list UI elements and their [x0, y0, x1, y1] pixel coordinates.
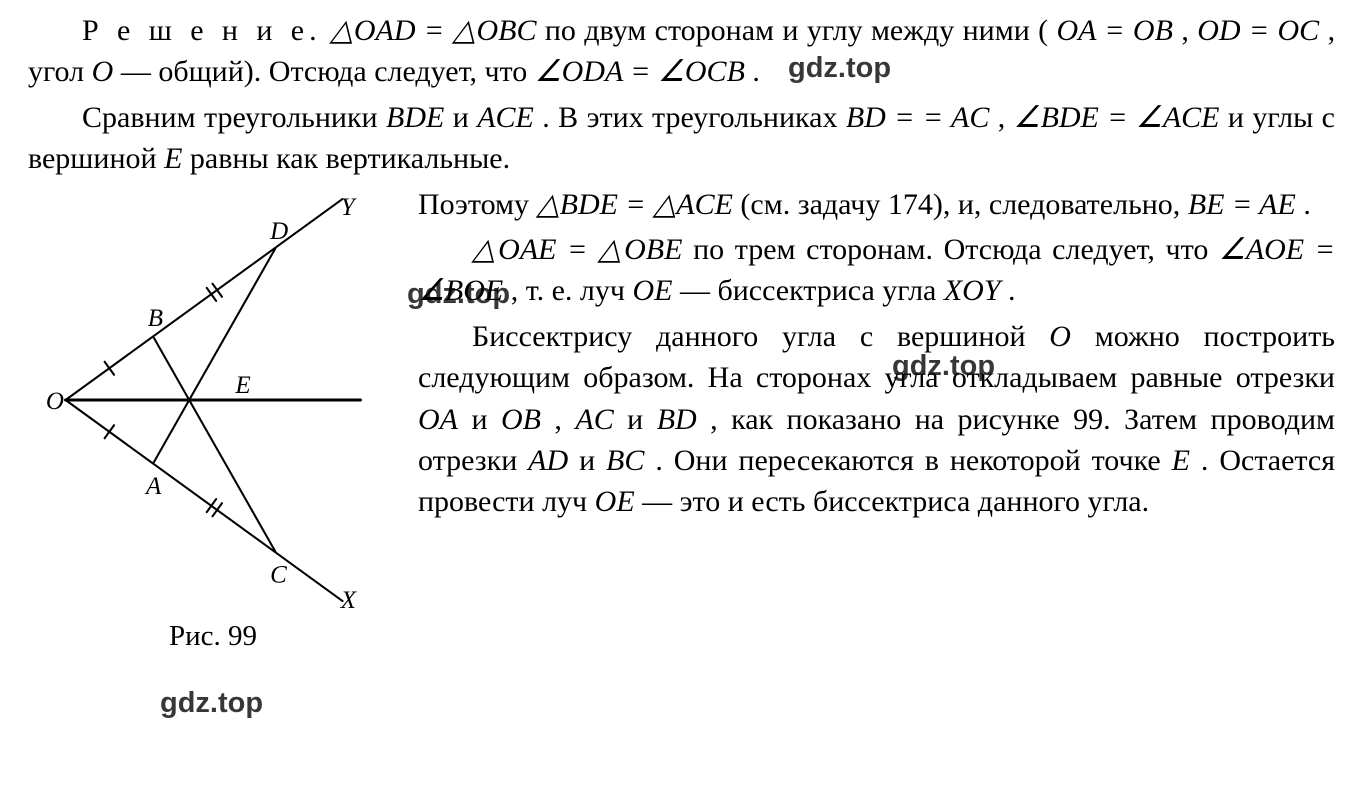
math: E: [1172, 444, 1190, 477]
math: E: [164, 142, 182, 175]
geometry-diagram: O A B C D E X Y: [28, 190, 398, 610]
text: ,: [998, 101, 1014, 134]
text: — это и есть биссектриса данного угла.: [642, 485, 1149, 518]
math: ∠ODA = ∠OCB: [535, 55, 745, 88]
text: по трем сторонам. Отсюда следует, что: [693, 233, 1219, 266]
math: OB: [501, 403, 541, 436]
text: , т. е. луч: [511, 274, 633, 307]
math: ∠BDE = ∠ACE: [1014, 101, 1220, 134]
text: и: [627, 403, 657, 436]
text: .: [1303, 188, 1311, 221]
text: . В этих треугольниках: [542, 101, 846, 134]
watermark: gdz.top: [160, 683, 263, 723]
svg-text:E: E: [234, 371, 250, 398]
math: OD = OC: [1197, 14, 1319, 47]
text: (см. задачу 174), и, следовательно,: [740, 188, 1187, 221]
text: — биссектриса угла: [680, 274, 944, 307]
text: и: [579, 444, 606, 477]
lead-word: Р е ш е н и е.: [82, 14, 322, 47]
svg-text:C: C: [270, 561, 287, 588]
text: равны как вертикальные.: [190, 142, 510, 175]
math: OE: [595, 485, 635, 518]
svg-text:Y: Y: [341, 194, 358, 221]
math: AD: [528, 444, 568, 477]
math: O: [1049, 320, 1071, 353]
math: △OAD = △OBC: [330, 14, 537, 47]
text: .: [752, 55, 760, 88]
svg-text:B: B: [148, 304, 163, 331]
math: OA = OB: [1057, 14, 1173, 47]
text: ,: [1181, 14, 1197, 47]
math: BE = AE: [1188, 188, 1296, 221]
math: BD =: [846, 101, 915, 134]
figure-99: O A B C D E X Y Рис. 99: [28, 190, 398, 656]
svg-text:O: O: [46, 387, 64, 414]
text: ,: [554, 403, 575, 436]
text: и: [453, 101, 477, 134]
math: XOY: [944, 274, 1001, 307]
text: Сравним треугольники: [82, 101, 386, 134]
text: .: [1008, 274, 1016, 307]
math: BDE: [386, 101, 444, 134]
svg-text:X: X: [340, 587, 358, 610]
math: ACE: [477, 101, 534, 134]
math: OA: [418, 403, 458, 436]
math: = AC: [923, 101, 989, 134]
paragraph-2: Сравним треугольники BDE и ACE . В этих …: [28, 97, 1335, 180]
math: △OAE = △OBE: [472, 233, 682, 266]
paragraph-1: Р е ш е н и е. △OAD = △OBC по двум сторо…: [28, 10, 1335, 93]
math: AC: [575, 403, 613, 436]
math: BD: [657, 403, 697, 436]
svg-text:A: A: [144, 472, 162, 499]
svg-text:D: D: [269, 218, 288, 245]
figure-caption: Рис. 99: [28, 616, 398, 656]
text: Биссектрису данного угла с вершиной: [472, 320, 1049, 353]
text: и: [471, 403, 501, 436]
text: . Они пересекаются в некоторой точке: [655, 444, 1171, 477]
math: △BDE = △ACE: [537, 188, 733, 221]
text: — общий). Отсюда следует, что: [121, 55, 535, 88]
math: O: [92, 55, 114, 88]
math: BC: [606, 444, 644, 477]
math: OE: [632, 274, 672, 307]
text: Поэтому: [418, 188, 537, 221]
text: по двум сторонам и углу между ними (: [545, 14, 1048, 47]
